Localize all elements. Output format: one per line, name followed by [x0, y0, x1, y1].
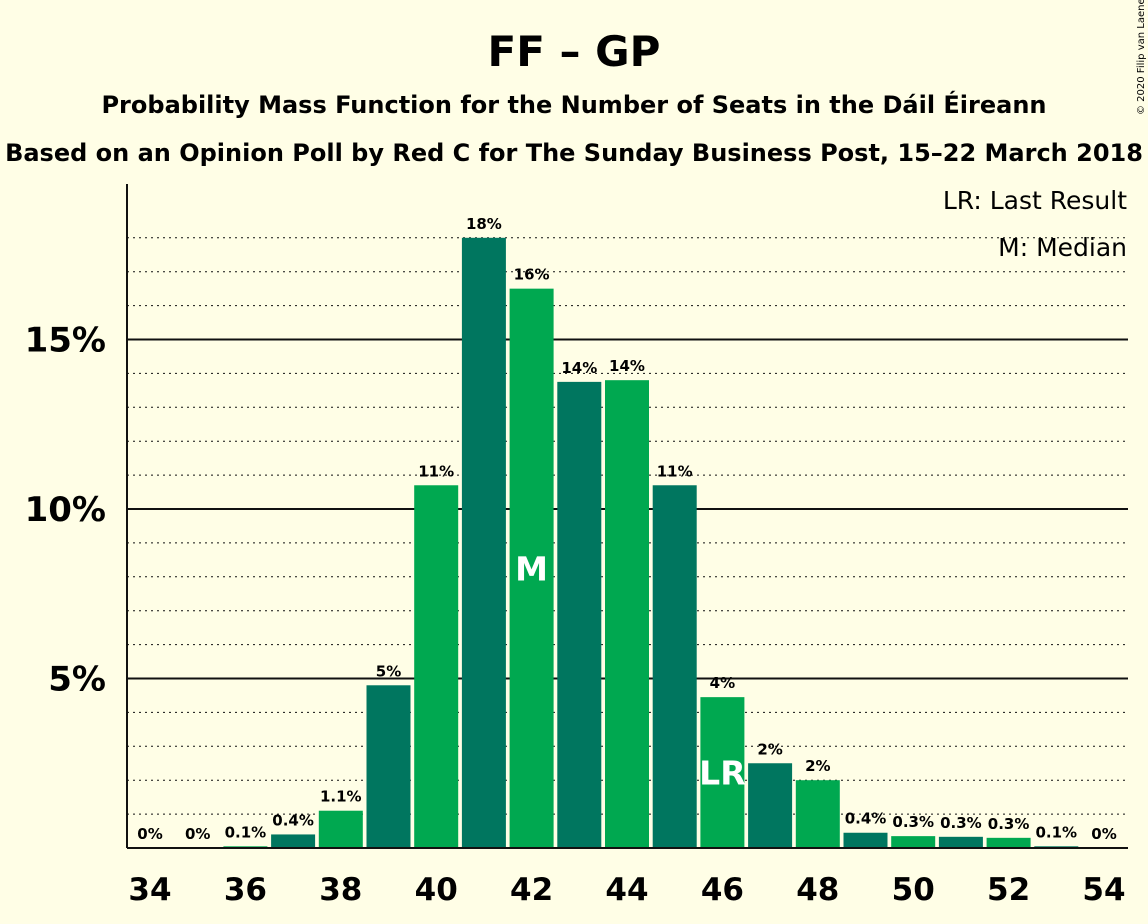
data-label-seat-36: 0.1% [225, 823, 267, 841]
x-tick-label: 48 [796, 872, 839, 908]
chart-subtitle-source: Based on an Opinion Poll by Red C for Th… [5, 139, 1143, 167]
y-tick-label: 5% [48, 660, 106, 700]
data-label-seat-51: 0.3% [940, 814, 982, 832]
last-result-marker: LR [699, 754, 745, 793]
x-axis-ticks: 34 36 38 40 42 44 46 48 50 52 54 [128, 872, 1125, 908]
data-label-seat-43: 14% [561, 359, 597, 377]
bar-seat-40 [414, 485, 459, 848]
legend-median: M: Median [998, 233, 1127, 262]
data-label-seat-40: 11% [418, 462, 454, 480]
x-tick-label: 52 [987, 872, 1030, 908]
data-label-seat-54: 0% [1091, 825, 1116, 843]
y-tick-label: 10% [25, 490, 106, 530]
y-tick-label: 15% [25, 321, 106, 361]
bar-seat-37 [271, 834, 316, 848]
x-tick-label: 34 [128, 872, 171, 908]
bar-seat-41 [461, 237, 506, 849]
data-label-seat-42: 16% [514, 266, 550, 284]
x-tick-label: 40 [415, 872, 458, 908]
bar-seat-51 [938, 836, 983, 848]
bar-seat-46 [700, 697, 745, 848]
legend-last-result: LR: Last Result [943, 186, 1127, 215]
chart-title: FF – GP [488, 27, 661, 76]
data-label-seat-52: 0.3% [988, 815, 1030, 833]
data-label-seat-50: 0.3% [892, 813, 934, 831]
data-label-seat-53: 0.1% [1035, 823, 1077, 841]
copyright-notice: © 2020 Filip van Laenen [1136, 0, 1147, 115]
data-label-seat-47: 2% [757, 740, 782, 758]
bar-seat-45 [652, 485, 697, 848]
bar-seat-48 [795, 780, 840, 848]
data-label-seat-39: 5% [376, 662, 401, 680]
bar-seat-42 [509, 288, 554, 848]
data-label-seat-46: 4% [710, 674, 735, 692]
data-label-seat-44: 14% [609, 357, 645, 375]
chart-subtitle: Probability Mass Function for the Number… [101, 90, 1046, 119]
data-label-seat-35: 0% [185, 825, 210, 843]
bar-seat-38 [318, 810, 363, 848]
data-label-seat-45: 11% [657, 462, 693, 480]
gridlines [127, 237, 1128, 815]
bars [223, 237, 1079, 849]
data-label-seat-48: 2% [805, 757, 830, 775]
median-marker: M [515, 549, 548, 588]
bar-markers: M LR [515, 549, 745, 792]
bar-seat-49 [843, 832, 888, 848]
x-tick-label: 54 [1082, 872, 1125, 908]
x-tick-label: 38 [319, 872, 362, 908]
data-label-seat-38: 1.1% [320, 788, 362, 806]
bar-seat-52 [986, 837, 1031, 848]
data-label-seat-34: 0% [137, 825, 162, 843]
data-label-seat-49: 0.4% [845, 810, 887, 828]
data-label-seat-41: 18% [466, 215, 502, 233]
bar-seat-44 [605, 380, 649, 848]
x-tick-label: 36 [224, 872, 267, 908]
y-axis-ticks: 5% 10% 15% [25, 321, 106, 700]
x-tick-label: 46 [701, 872, 744, 908]
x-tick-label: 42 [510, 872, 553, 908]
bar-seat-43 [557, 381, 602, 848]
bar-seat-47 [748, 763, 793, 848]
x-tick-label: 44 [605, 872, 648, 908]
data-labels: 0% 0% 0.1% 0.4% 1.1% 5% 11% 18% 16% 14% 14% 11% 4% 2%… [137, 215, 1116, 843]
bar-seat-50 [891, 836, 936, 848]
data-label-seat-37: 0.4% [272, 811, 314, 829]
bar-seat-39 [366, 685, 411, 848]
x-tick-label: 50 [892, 872, 935, 908]
